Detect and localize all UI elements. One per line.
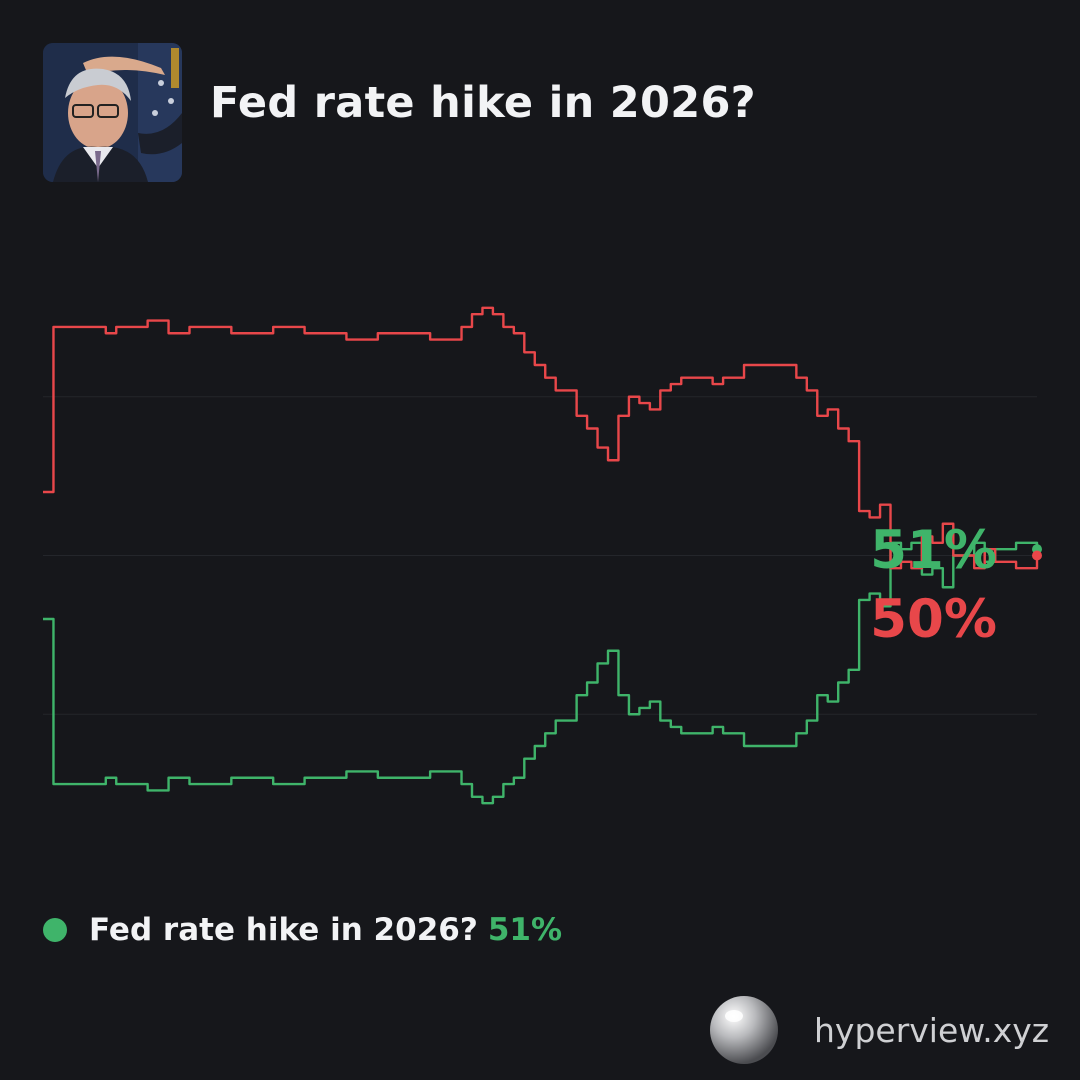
brand[interactable]: hyperview.xyz bbox=[706, 990, 1049, 1070]
legend: Fed rate hike in 2026? 51% bbox=[43, 908, 562, 952]
series-line-no bbox=[43, 306, 1039, 570]
legend-value: 51% bbox=[487, 912, 563, 948]
legend-label: Fed rate hike in 2026? bbox=[89, 912, 478, 948]
end-label-no: 50% bbox=[870, 589, 997, 650]
legend-dot bbox=[43, 918, 67, 942]
series-line-yes bbox=[43, 541, 1039, 805]
end-label-yes: 51% bbox=[870, 520, 997, 581]
series-end-point-no bbox=[1032, 550, 1042, 561]
portrait-photo bbox=[43, 43, 182, 182]
avatar bbox=[43, 43, 182, 182]
sphere-logo-icon bbox=[710, 996, 778, 1064]
page-title: Fed rate hike in 2026? bbox=[210, 78, 756, 128]
brand-name: hyperview.xyz bbox=[814, 1010, 1050, 1050]
